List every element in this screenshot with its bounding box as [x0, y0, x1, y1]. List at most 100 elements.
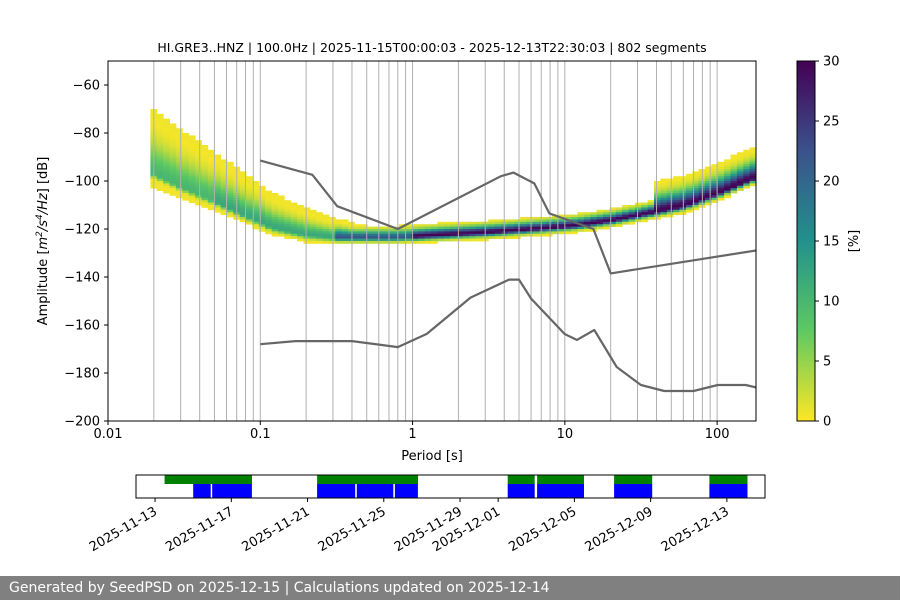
heatmap-cell: [622, 207, 629, 211]
heatmap-cell: [367, 236, 374, 239]
heatmap-cell: [705, 202, 712, 206]
heatmap-cell: [424, 241, 432, 244]
heatmap-cell: [730, 166, 738, 170]
heatmap-cell: [169, 188, 177, 191]
heatmap-cell: [156, 142, 164, 146]
heatmap-cell: [182, 145, 190, 148]
heatmap-cell: [214, 154, 221, 158]
heatmap-cell: [469, 236, 476, 239]
heatmap-cell: [226, 197, 234, 201]
heatmap-cell: [513, 224, 521, 227]
heatmap-cell: [328, 236, 336, 239]
heatmap-cell: [297, 236, 304, 239]
heatmap-cell: [175, 142, 183, 146]
heatmap-cell: [201, 159, 209, 163]
heatmap-cell: [156, 123, 164, 127]
x-axis-label: Period [s]: [401, 449, 463, 464]
heatmap-cell: [220, 159, 228, 163]
heatmap-cell: [348, 241, 355, 244]
heatmap-cell: [188, 145, 196, 148]
heatmap-cell: [418, 224, 425, 227]
heatmap-cell: [666, 188, 674, 191]
heatmap-cell: [239, 173, 247, 177]
heatmap-cell: [309, 233, 317, 237]
heatmap-cell: [175, 152, 183, 155]
data-used-bar: [614, 484, 653, 498]
heatmap-cell: [379, 241, 387, 244]
heatmap-cell: [271, 224, 279, 227]
heatmap-cell: [539, 231, 547, 235]
heatmap-cell: [284, 231, 292, 235]
heatmap-cell: [214, 166, 221, 170]
heatmap-cell: [507, 226, 515, 230]
heatmap-cell: [654, 217, 661, 220]
heatmap-cell: [322, 229, 330, 232]
heatmap-cell: [583, 219, 591, 223]
heatmap-cell: [169, 152, 177, 155]
heatmap-cell: [666, 185, 674, 189]
heatmap-cell: [641, 217, 649, 220]
heatmap-cell: [290, 214, 298, 218]
heatmap-cell: [252, 185, 260, 189]
heatmap-cell: [469, 233, 476, 237]
heatmap-cell: [163, 149, 170, 153]
heatmap-cell: [583, 217, 591, 220]
heatmap-cell: [322, 238, 330, 242]
heatmap-cell: [736, 188, 744, 191]
heatmap-cell: [392, 231, 400, 235]
heatmap-cell: [513, 226, 521, 230]
heatmap-cell: [583, 221, 591, 225]
heatmap-cell: [188, 164, 196, 167]
heatmap-cell: [507, 229, 515, 232]
heatmap-cell: [297, 224, 304, 227]
heatmap-cell: [201, 164, 209, 167]
heatmap-cell: [705, 197, 712, 201]
heatmap-cell: [736, 183, 744, 187]
heatmap-cell: [596, 219, 604, 223]
heatmap-cell: [743, 154, 751, 158]
heatmap-cell: [169, 193, 177, 196]
heatmap-cell: [705, 190, 712, 194]
heatmap-cell: [654, 197, 661, 201]
heatmap-cell: [207, 157, 215, 160]
heatmap-cell: [207, 185, 215, 189]
heatmap-cell: [399, 231, 406, 235]
heatmap-cell: [685, 185, 693, 189]
heatmap-cell: [156, 164, 164, 167]
heatmap-cell: [214, 159, 221, 163]
heatmap-cell: [169, 154, 177, 158]
y-tick-label: −180: [64, 367, 100, 382]
heatmap-cell: [424, 236, 432, 239]
heatmap-cell: [195, 176, 202, 179]
heatmap-cell: [717, 161, 725, 165]
heatmap-cell: [195, 166, 202, 170]
heatmap-cell: [246, 190, 253, 194]
heatmap-cell: [736, 169, 744, 172]
heatmap-cell: [647, 217, 655, 220]
heatmap-cell: [673, 181, 680, 184]
heatmap-cell: [411, 238, 419, 242]
heatmap-cell: [214, 188, 221, 191]
heatmap-cell: [507, 219, 515, 223]
heatmap-cell: [303, 233, 311, 237]
heatmap-cell: [494, 236, 502, 239]
heatmap-cell: [316, 214, 323, 218]
heatmap-cell: [360, 233, 368, 237]
heatmap-cell: [488, 231, 496, 235]
colorbar-label: [%]: [847, 230, 862, 253]
heatmap-cell: [654, 190, 661, 194]
heatmap-cell: [443, 231, 451, 235]
heatmap-cell: [156, 118, 164, 122]
heatmap-cell: [316, 226, 323, 230]
heatmap-cell: [666, 197, 674, 201]
heatmap-cell: [348, 221, 355, 225]
heatmap-cell: [290, 226, 298, 230]
heatmap-cell: [692, 188, 700, 191]
heatmap-cell: [660, 181, 668, 184]
heatmap-cell: [469, 238, 476, 242]
heatmap-cell: [156, 149, 164, 153]
heatmap-cell: [666, 190, 674, 194]
heatmap-cell: [673, 195, 680, 199]
heatmap-cell: [182, 149, 190, 153]
